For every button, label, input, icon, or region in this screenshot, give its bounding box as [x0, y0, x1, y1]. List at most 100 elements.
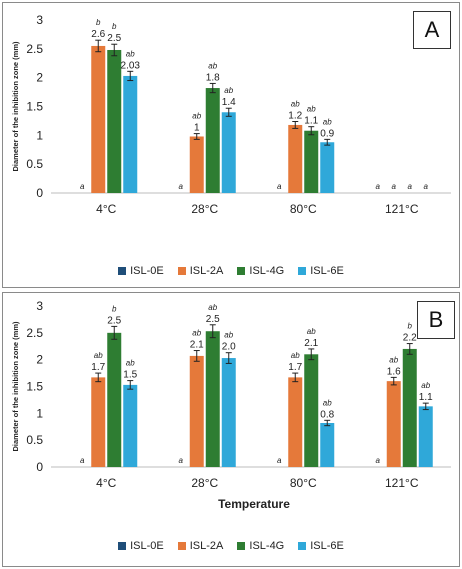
significance-letter: ab: [323, 117, 332, 126]
significance-letter: ab: [224, 86, 233, 95]
bar: [304, 130, 319, 193]
significance-letter: a: [80, 182, 85, 191]
data-label: 2.0: [222, 342, 236, 353]
bar: [304, 354, 319, 467]
bar: [107, 49, 122, 194]
y-tick-label: 2.5: [26, 326, 43, 340]
bar: [91, 45, 106, 194]
legend-item: ISL-0E: [118, 540, 164, 552]
significance-letter: ab: [323, 398, 332, 407]
legend-swatch: [298, 542, 307, 550]
data-label: 2.6: [91, 29, 105, 40]
legend-label: ISL-2A: [189, 540, 224, 552]
data-label: 2.1: [190, 340, 204, 351]
legend-label: ISL-4G: [249, 265, 285, 277]
bar: [91, 377, 106, 467]
data-label: 1.4: [222, 97, 236, 108]
legend-swatch: [237, 542, 246, 550]
panel-label-b: B: [417, 301, 455, 339]
legend-item: ISL-2A: [177, 265, 224, 277]
y-tick-label: 3: [36, 13, 43, 27]
bar: [107, 332, 122, 467]
x-tick-label: 80°C: [290, 476, 317, 490]
data-label: 0.8: [320, 409, 334, 420]
chart-a-svg: 0 0.5 1 1.5 2 2.5 3 Diameter of the inhibition …: [11, 13, 451, 216]
bar: [288, 124, 303, 193]
y-axis-label: Diameter of the inhibition zone (mm): [11, 321, 20, 452]
legend-item: ISL-4G: [237, 540, 284, 552]
legend-a: ISL-0E ISL-2A ISL-4G ISL-6E: [3, 265, 459, 277]
bar: [189, 355, 204, 467]
bar: [386, 381, 401, 467]
bar: [221, 112, 236, 193]
y-tick-label: 1: [36, 406, 43, 420]
significance-letter: a: [179, 182, 184, 191]
bar: [205, 331, 220, 467]
significance-letter: ab: [224, 331, 233, 340]
significance-letter: a: [392, 182, 397, 191]
bar: [123, 384, 138, 467]
x-tick-label: 4°C: [96, 476, 116, 490]
y-tick-label: 1.5: [26, 380, 43, 394]
y-tick-label: 2.5: [26, 42, 43, 56]
x-tick-label: 80°C: [290, 202, 317, 216]
legend-b: ISL-0E ISL-2A ISL-4G ISL-6E: [3, 540, 459, 552]
bar: [402, 348, 417, 467]
significance-letter: ab: [291, 99, 300, 108]
legend-label: ISL-2A: [189, 265, 224, 277]
significance-letter: ab: [421, 381, 430, 390]
legend-label: ISL-6E: [310, 265, 344, 277]
legend-label: ISL-6E: [310, 540, 344, 552]
significance-letter: a: [277, 182, 282, 191]
bar: [288, 377, 303, 467]
chart-b-svg: 0 0.5 1 1.5 2 2.5 3 Diameter of the inhibition …: [11, 299, 451, 511]
y-tick-label: 0: [36, 460, 43, 474]
data-label: 1.7: [91, 362, 105, 373]
data-label: 2.5: [107, 33, 121, 44]
bar: [205, 88, 220, 193]
data-label: 1.8: [206, 72, 220, 83]
bar: [320, 142, 335, 193]
data-label: 1.6: [387, 366, 401, 377]
significance-letter: b: [112, 22, 117, 31]
y-tick-label: 0.5: [26, 157, 43, 171]
bar: [123, 75, 138, 193]
y-tick-label: 2: [36, 71, 43, 85]
data-label: 2.5: [206, 314, 220, 325]
data-label: 1.2: [288, 110, 302, 121]
legend-item: ISL-0E: [118, 265, 164, 277]
significance-letter: a: [179, 456, 184, 465]
significance-letter: ab: [192, 112, 201, 121]
significance-letter: ab: [126, 49, 135, 58]
legend-item: ISL-6E: [298, 540, 344, 552]
legend-swatch: [118, 542, 127, 550]
data-label: 2.2: [403, 333, 417, 344]
legend-swatch: [177, 542, 186, 550]
significance-letter: ab: [126, 359, 135, 368]
significance-letter: b: [408, 322, 413, 331]
legend-label: ISL-4G: [249, 540, 285, 552]
y-tick-label: 0: [36, 186, 43, 200]
data-label: 1.7: [288, 362, 302, 373]
significance-letter: a: [376, 456, 381, 465]
chart-panel-b: 0 0.5 1 1.5 2 2.5 3 Diameter of the inhibition …: [2, 292, 460, 567]
legend-swatch: [237, 267, 246, 275]
y-tick-label: 1.5: [26, 100, 43, 114]
legend-label: ISL-0E: [130, 540, 164, 552]
data-label: 1.1: [304, 116, 318, 127]
legend-item: ISL-2A: [177, 540, 224, 552]
significance-letter: ab: [208, 303, 217, 312]
chart-panel-a: 0 0.5 1 1.5 2 2.5 3 Diameter of the inhibition …: [2, 2, 460, 288]
bar: [221, 358, 236, 467]
legend-item: ISL-6E: [298, 265, 344, 277]
significance-letter: b: [96, 18, 101, 27]
data-label: 0.9: [320, 128, 334, 139]
data-label: 1.1: [419, 392, 433, 403]
significance-letter: a: [424, 182, 429, 191]
data-label: 1.5: [123, 370, 137, 381]
x-tick-label: 28°C: [191, 476, 218, 490]
data-label: 1: [194, 123, 200, 134]
y-tick-label: 2: [36, 353, 43, 367]
significance-letter: ab: [307, 105, 316, 114]
data-label: 2.1: [304, 338, 318, 349]
